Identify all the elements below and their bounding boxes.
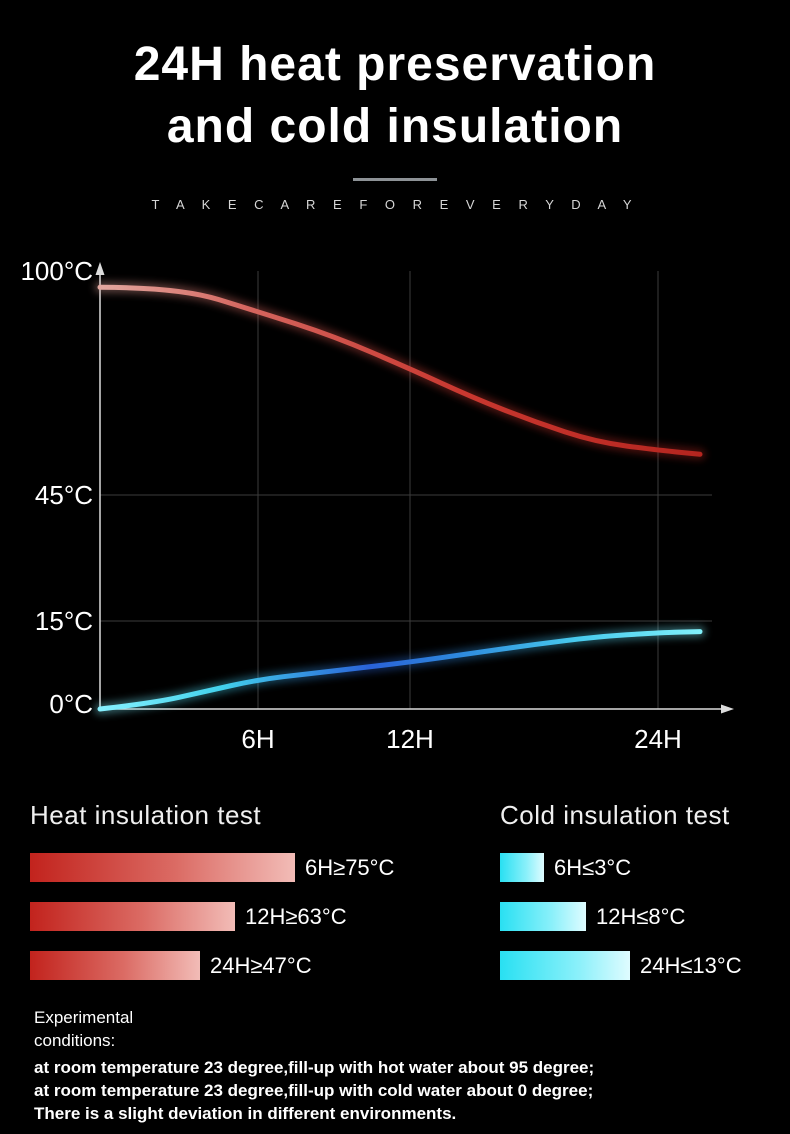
- heat-bar-6h: [30, 853, 295, 882]
- xtick-6h: 6H: [241, 724, 274, 754]
- heat-row-24h: 24H≥47°C: [30, 951, 500, 980]
- cold-row-6h: 6H≤3°C: [500, 853, 790, 882]
- heat-bar-12h: [30, 902, 235, 931]
- cold-row-24h: 24H≤13°C: [500, 951, 790, 980]
- title-divider: [353, 178, 437, 181]
- chart-section: 100°C 45°C 15°C 0°C 6H 12H 24H: [0, 254, 790, 754]
- conditions-lines: at room temperature 23 degree,fill-up wi…: [34, 1056, 790, 1125]
- xtick-12h: 12H: [386, 724, 434, 754]
- heat-curve-glow: [94, 281, 706, 460]
- cold-row-12h: 12H≤8°C: [500, 902, 790, 931]
- x-axis-arrow-icon: [721, 704, 734, 714]
- y-axis-arrow-icon: [95, 262, 105, 275]
- temperature-chart: 100°C 45°C 15°C 0°C 6H 12H 24H: [20, 256, 734, 754]
- cold-legend-title: Cold insulation test: [500, 800, 730, 830]
- cold-bar-6h: [500, 853, 544, 882]
- legend-section: Heat insulation test 6H≥75°C 12H≥63°C 24…: [0, 800, 790, 1000]
- heat-label-12h: 12H≥63°C: [245, 903, 347, 929]
- page-title-line2: and cold insulation: [166, 100, 624, 153]
- cold-label-12h: 12H≤8°C: [596, 903, 686, 929]
- heat-row-12h: 12H≥63°C: [30, 902, 500, 931]
- heat-label-24h: 24H≥47°C: [210, 952, 312, 978]
- ytick-15c: 15°C: [35, 606, 93, 636]
- xtick-24h: 24H: [634, 724, 682, 754]
- conditions-heading: Experimental conditions:: [34, 1008, 134, 1050]
- ytick-0c: 0°C: [49, 689, 93, 719]
- condition-line: There is a slight deviation in different…: [34, 1104, 457, 1123]
- cold-curve: [97, 629, 703, 712]
- heat-legend-title: Heat insulation test: [30, 800, 262, 830]
- heat-label-6h: 6H≥75°C: [305, 854, 395, 880]
- page-title-line1: 24H heat preservation: [133, 38, 657, 91]
- footer: Experimental conditions: at room tempera…: [0, 1006, 790, 1125]
- header: 24H heat preservation and cold insulatio…: [0, 0, 790, 212]
- cold-label-6h: 6H≤3°C: [554, 854, 632, 880]
- cold-bar-12h: [500, 902, 586, 931]
- heat-row-6h: 6H≥75°C: [30, 853, 500, 882]
- cold-bar-24h: [500, 951, 630, 980]
- condition-line: at room temperature 23 degree,fill-up wi…: [34, 1058, 595, 1077]
- heat-bar-24h: [30, 951, 200, 980]
- condition-line: at room temperature 23 degree,fill-up wi…: [34, 1081, 594, 1100]
- ytick-45c: 45°C: [35, 480, 93, 510]
- cold-legend: Cold insulation test 6H≤3°C 12H≤8°C 24H≤…: [500, 800, 790, 1000]
- heat-curve: [97, 284, 703, 457]
- heat-legend: Heat insulation test 6H≥75°C 12H≥63°C 24…: [30, 800, 500, 1000]
- tagline: T A K E C A R E F O R E V E R Y D A Y: [151, 197, 639, 212]
- ytick-100c: 100°C: [20, 256, 93, 286]
- cold-label-24h: 24H≤13°C: [640, 952, 742, 978]
